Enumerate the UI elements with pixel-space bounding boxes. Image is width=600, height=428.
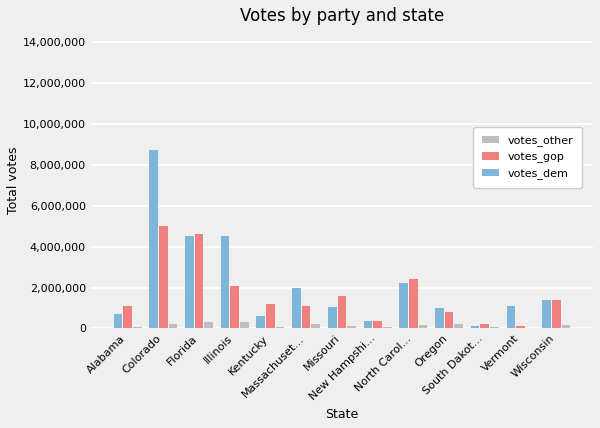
Bar [364, 321, 373, 328]
Bar [481, 324, 489, 328]
Bar [240, 322, 248, 328]
Bar [562, 324, 570, 328]
Bar [347, 326, 356, 328]
Bar [338, 296, 346, 328]
Title: Votes by party and state: Votes by party and state [240, 7, 444, 25]
Bar [221, 236, 229, 328]
Bar [292, 288, 301, 328]
Bar [516, 327, 525, 328]
Bar [471, 326, 479, 328]
Bar [445, 312, 454, 328]
Y-axis label: Total votes: Total votes [7, 146, 20, 214]
Bar [506, 306, 515, 328]
X-axis label: State: State [325, 408, 359, 421]
Bar [194, 235, 203, 328]
Bar [276, 327, 284, 328]
Bar [328, 306, 337, 328]
Bar [169, 324, 177, 328]
Bar [185, 236, 194, 328]
Bar [149, 150, 158, 328]
Bar [311, 324, 320, 328]
Bar [133, 327, 142, 328]
Bar [454, 324, 463, 328]
Bar [542, 300, 551, 328]
Bar [256, 315, 265, 328]
Bar [159, 226, 167, 328]
Bar [400, 283, 408, 328]
Bar [435, 308, 444, 328]
Bar [383, 327, 392, 328]
Bar [123, 306, 132, 328]
Bar [113, 313, 122, 328]
Bar [409, 279, 418, 328]
Bar [230, 285, 239, 328]
Bar [552, 300, 560, 328]
Legend: votes_other, votes_gop, votes_dem: votes_other, votes_gop, votes_dem [473, 127, 583, 188]
Bar [419, 324, 427, 328]
Bar [266, 304, 275, 328]
Bar [373, 321, 382, 328]
Bar [204, 322, 213, 328]
Bar [526, 327, 535, 328]
Bar [302, 306, 310, 328]
Bar [490, 327, 499, 328]
